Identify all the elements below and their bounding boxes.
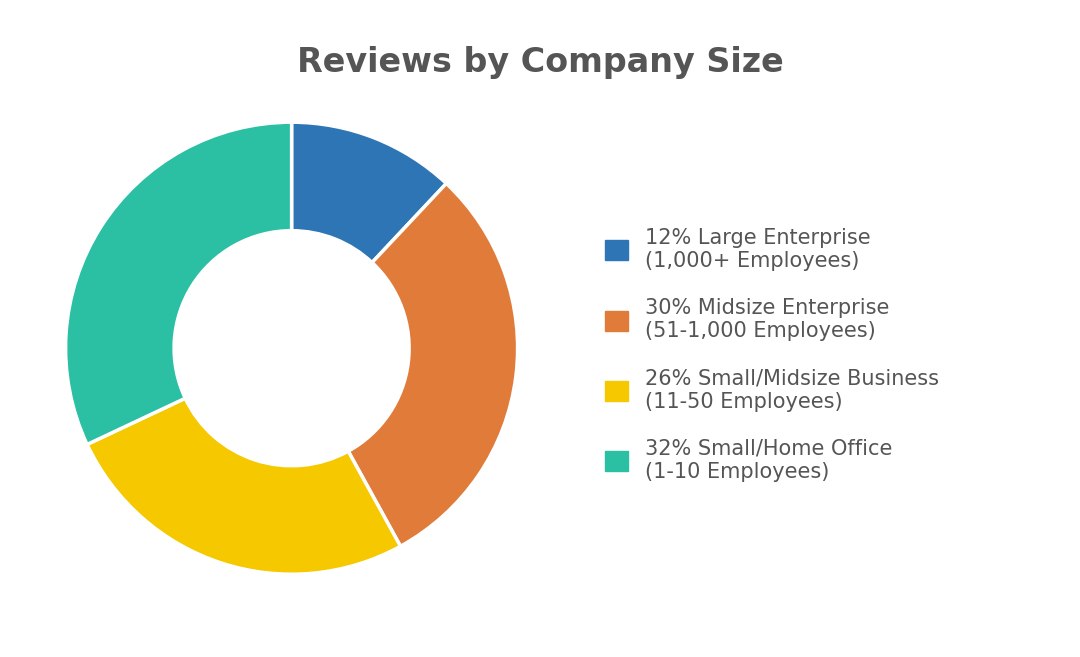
- Legend: 12% Large Enterprise
(1,000+ Employees), 30% Midsize Enterprise
(51-1,000 Employ: 12% Large Enterprise (1,000+ Employees),…: [597, 219, 947, 490]
- Wedge shape: [87, 398, 401, 574]
- Wedge shape: [348, 183, 517, 546]
- Wedge shape: [292, 122, 446, 263]
- Text: Reviews by Company Size: Reviews by Company Size: [297, 46, 783, 79]
- Wedge shape: [66, 122, 292, 444]
